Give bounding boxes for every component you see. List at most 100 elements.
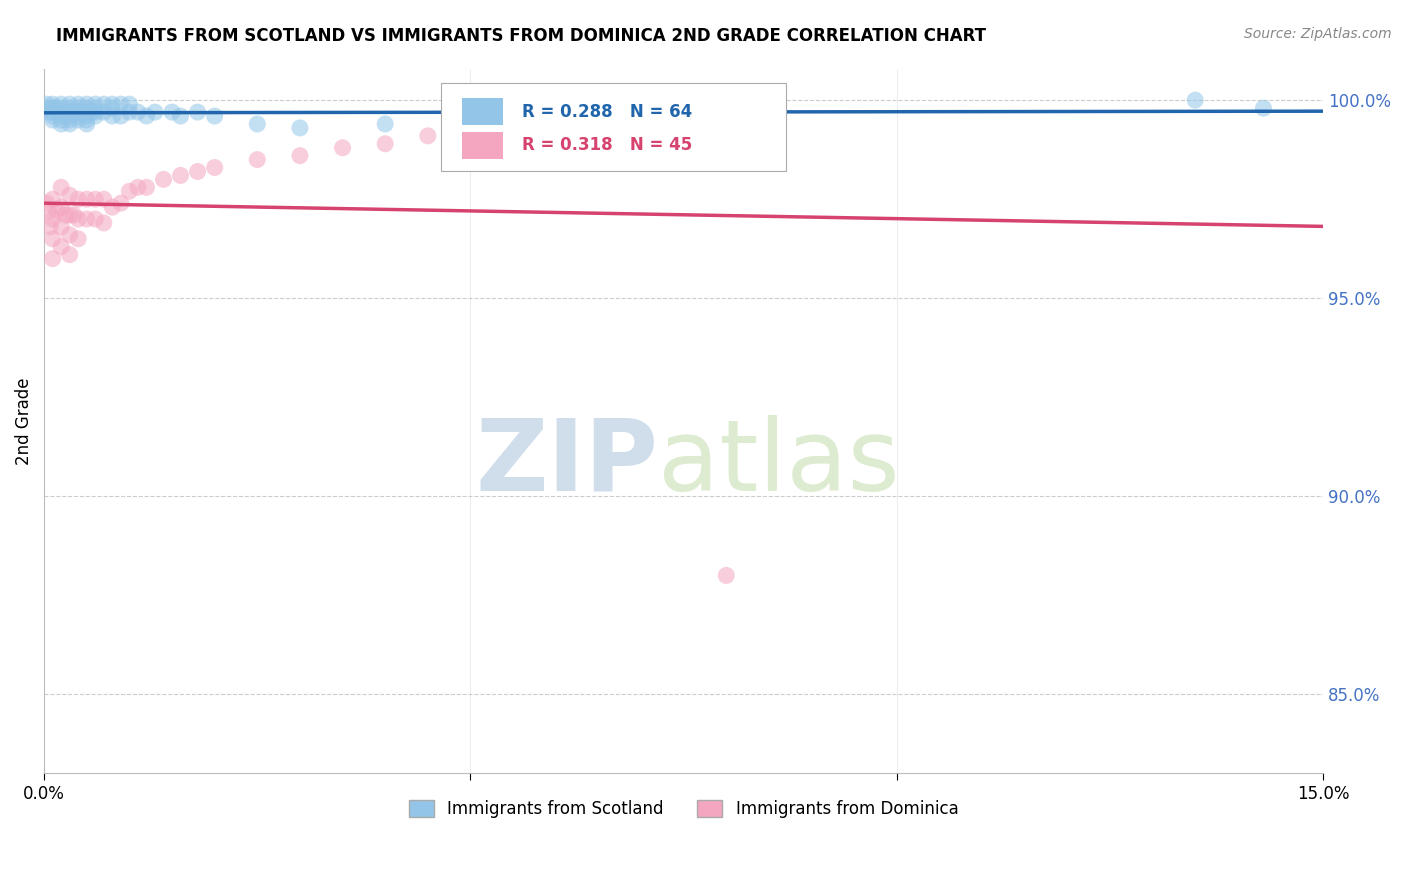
Point [67,192,90,206]
Point [93,97,115,112]
Point [127,180,149,194]
Point [187,105,209,120]
Point [288,148,311,162]
Point [110,196,132,211]
Point [93,192,115,206]
Point [59,208,82,222]
Point [41,97,63,112]
FancyBboxPatch shape [463,98,503,125]
Point [110,97,132,112]
FancyBboxPatch shape [440,83,786,170]
Legend: Immigrants from Scotland, Immigrants from Dominica: Immigrants from Scotland, Immigrants fro… [402,794,965,825]
Point [39,219,62,234]
Text: Source: ZipAtlas.com: Source: ZipAtlas.com [1244,27,1392,41]
Point [76,97,98,112]
Point [51,97,73,112]
Point [59,97,82,112]
Point [59,109,82,123]
Point [101,101,124,115]
Point [51,113,73,128]
Point [59,105,82,120]
Point [246,153,269,167]
Point [59,227,82,242]
Point [544,117,567,131]
Point [35,196,58,211]
Point [246,117,269,131]
Point [41,101,63,115]
Point [135,109,157,123]
Point [76,117,98,131]
Point [110,109,132,123]
Point [51,101,73,115]
Point [55,105,77,120]
Point [332,141,354,155]
Point [76,105,98,120]
Point [716,105,738,120]
Point [374,117,396,131]
Point [67,113,90,128]
Point [59,113,82,128]
Point [41,113,63,128]
Point [1184,93,1206,107]
Point [630,109,652,123]
Point [37,204,59,219]
Point [63,208,86,222]
Point [101,200,124,214]
Point [59,117,82,131]
Point [76,109,98,123]
Text: R = 0.288   N = 64: R = 0.288 N = 64 [523,103,693,120]
Point [1253,101,1275,115]
Point [67,97,90,112]
Point [204,161,226,175]
Point [160,105,183,120]
Point [51,240,73,254]
Text: ZIP: ZIP [475,415,658,512]
Point [51,219,73,234]
Point [460,125,482,139]
Point [41,109,63,123]
Point [169,169,191,183]
Point [101,109,124,123]
Point [118,184,141,198]
Point [84,101,107,115]
Point [67,232,90,246]
Text: atlas: atlas [658,415,900,512]
Point [76,212,98,227]
Point [76,113,98,128]
Point [45,101,67,115]
Point [152,172,174,186]
Point [460,113,482,128]
Point [84,105,107,120]
Point [416,128,439,143]
Point [76,192,98,206]
Point [84,192,107,206]
Point [51,105,73,120]
Point [35,97,58,112]
Point [51,180,73,194]
Point [51,200,73,214]
Point [39,105,62,120]
Point [80,105,103,120]
Point [63,105,86,120]
Point [127,105,149,120]
Point [45,204,67,219]
Point [716,568,738,582]
Point [41,252,63,266]
Point [51,117,73,131]
Point [37,101,59,115]
Point [544,109,567,123]
Point [93,105,115,120]
Point [204,109,226,123]
Point [41,232,63,246]
Point [41,105,63,120]
Point [169,109,191,123]
Point [187,164,209,178]
Point [374,136,396,151]
Point [135,180,157,194]
Point [67,101,90,115]
Point [118,105,141,120]
Point [101,97,124,112]
FancyBboxPatch shape [463,132,503,159]
Point [630,109,652,123]
Point [76,101,98,115]
